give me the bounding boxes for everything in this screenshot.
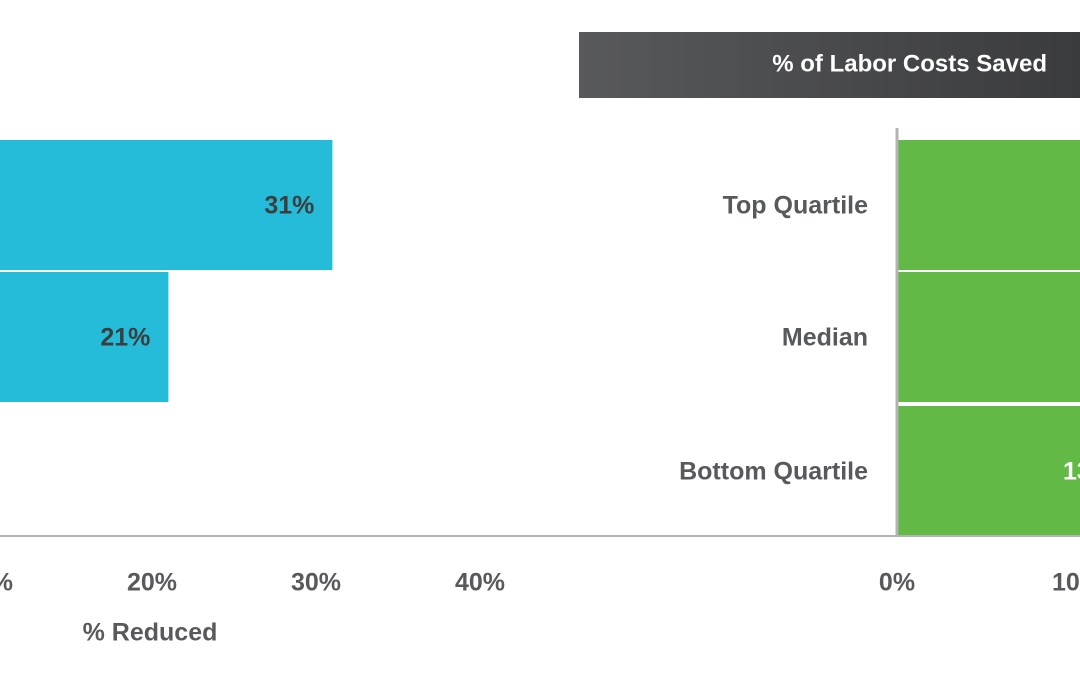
bar <box>0 272 169 402</box>
x-tick-label: 0% <box>879 569 915 597</box>
x-tick-label: 30% <box>291 569 341 597</box>
header-bar <box>579 32 1080 98</box>
y-tick-label: Top Quartile <box>723 192 868 220</box>
y-tick-label: Median <box>782 324 868 352</box>
value-label: 21% <box>100 324 150 352</box>
bar <box>897 140 1080 270</box>
value-label: 31% <box>264 192 314 220</box>
chart-title: % of Labor Costs Saved <box>772 50 1047 77</box>
bar <box>897 272 1080 402</box>
x-tick-label: 20% <box>127 569 177 597</box>
x-tick-label: 10% <box>0 569 13 597</box>
y-tick-label: Bottom Quartile <box>679 458 868 486</box>
x-tick-label: 10% <box>1052 569 1080 597</box>
x-tick-label: 40% <box>455 569 505 597</box>
x-axis-label: % Reduced <box>83 619 218 647</box>
bar <box>0 140 333 270</box>
value-label: 13% <box>1063 458 1080 486</box>
bar <box>897 406 1080 536</box>
